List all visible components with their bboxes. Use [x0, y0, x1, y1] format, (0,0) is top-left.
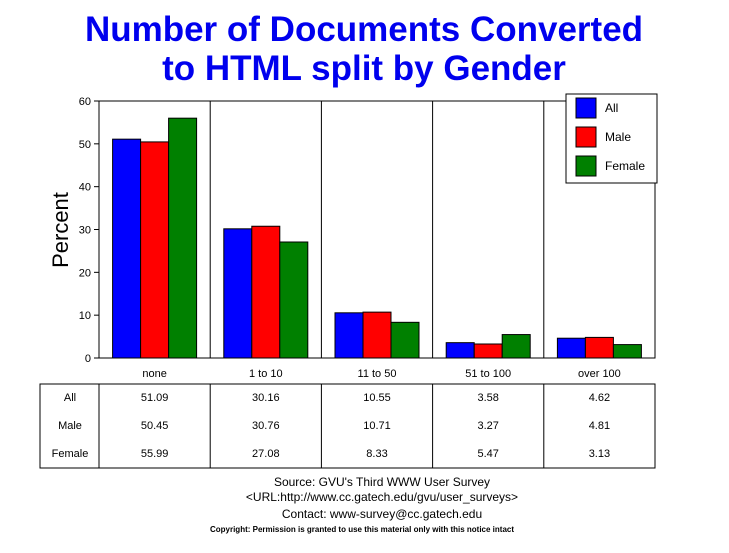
bar: [501, 334, 531, 359]
y-tick-label: 60: [79, 96, 91, 108]
bar: [612, 344, 642, 359]
table-cell: 4.62: [589, 392, 610, 404]
copyright-text: Copyright: Permission is granted to use …: [210, 525, 514, 534]
table-cell: 50.45: [141, 420, 169, 432]
table-cell: 3.13: [589, 448, 610, 460]
x-tick-label: 51 to 100: [465, 368, 511, 380]
x-tick-label: 1 to 10: [249, 368, 283, 380]
table-cell: 3.27: [477, 420, 498, 432]
legend-swatch: [575, 97, 597, 119]
table-cell: 8.33: [366, 448, 387, 460]
bar: [362, 311, 392, 359]
y-tick-label: 30: [79, 225, 91, 237]
bar: [279, 241, 309, 359]
table-cell: 5.47: [477, 448, 498, 460]
url-text: <URL:http://www.cc.gatech.edu/gvu/user_s…: [246, 490, 518, 504]
table-cell: 51.09: [141, 392, 169, 404]
y-tick-label: 10: [79, 310, 91, 322]
legend: All Male Female: [565, 93, 658, 184]
legend-label: All: [605, 101, 618, 115]
bar: [473, 343, 503, 359]
y-tick-label: 40: [79, 182, 91, 194]
bar: [251, 225, 281, 359]
bar: [556, 337, 586, 359]
x-tick-label: none: [142, 368, 166, 380]
table-row-header: Female: [52, 448, 89, 460]
chart-title-line-1: Number of Documents Converted: [85, 10, 643, 49]
table-cell: 10.71: [363, 420, 391, 432]
table-cell: 30.16: [252, 392, 280, 404]
table-cell: 4.81: [589, 420, 610, 432]
table-row-header: All: [64, 392, 76, 404]
contact-text: Contact: www-survey@cc.gatech.edu: [282, 507, 482, 521]
bar: [112, 138, 142, 359]
legend-swatch: [575, 126, 597, 148]
data-table: All 51.09 30.16 10.55 3.58 4.62 Male 50.45 30.76…: [39, 383, 656, 469]
bar: [445, 342, 475, 359]
legend-swatch: [575, 155, 597, 177]
source-text: Source: GVU's Third WWW User Survey: [274, 475, 490, 489]
legend-label: Female: [605, 159, 645, 173]
table-cell: 3.58: [477, 392, 498, 404]
y-tick-label: 50: [79, 139, 91, 151]
table-cell: 55.99: [141, 448, 169, 460]
table-frame: [39, 383, 656, 469]
table-row-header: Male: [58, 420, 82, 432]
bar: [223, 228, 253, 359]
bar: [390, 321, 420, 359]
chart-title-line-2: to HTML split by Gender: [162, 49, 566, 88]
table-cell: 27.08: [252, 448, 280, 460]
y-tick-label: 0: [85, 353, 91, 365]
x-tick-label: over 100: [578, 368, 621, 380]
y-tick-label: 20: [79, 267, 91, 279]
bar: [168, 117, 198, 359]
bar: [584, 336, 614, 359]
plot-area: 0 10 20 30 40 50 60 none 1 to 10 11 to 50 51 to 10…: [79, 96, 656, 380]
bar: [334, 312, 364, 359]
y-axis-label: Percent: [48, 192, 73, 268]
legend-label: Male: [605, 130, 631, 144]
table-cell: 10.55: [363, 392, 391, 404]
x-tick-label: 11 to 50: [358, 368, 397, 380]
table-cell: 30.76: [252, 420, 280, 432]
bar: [140, 141, 170, 359]
